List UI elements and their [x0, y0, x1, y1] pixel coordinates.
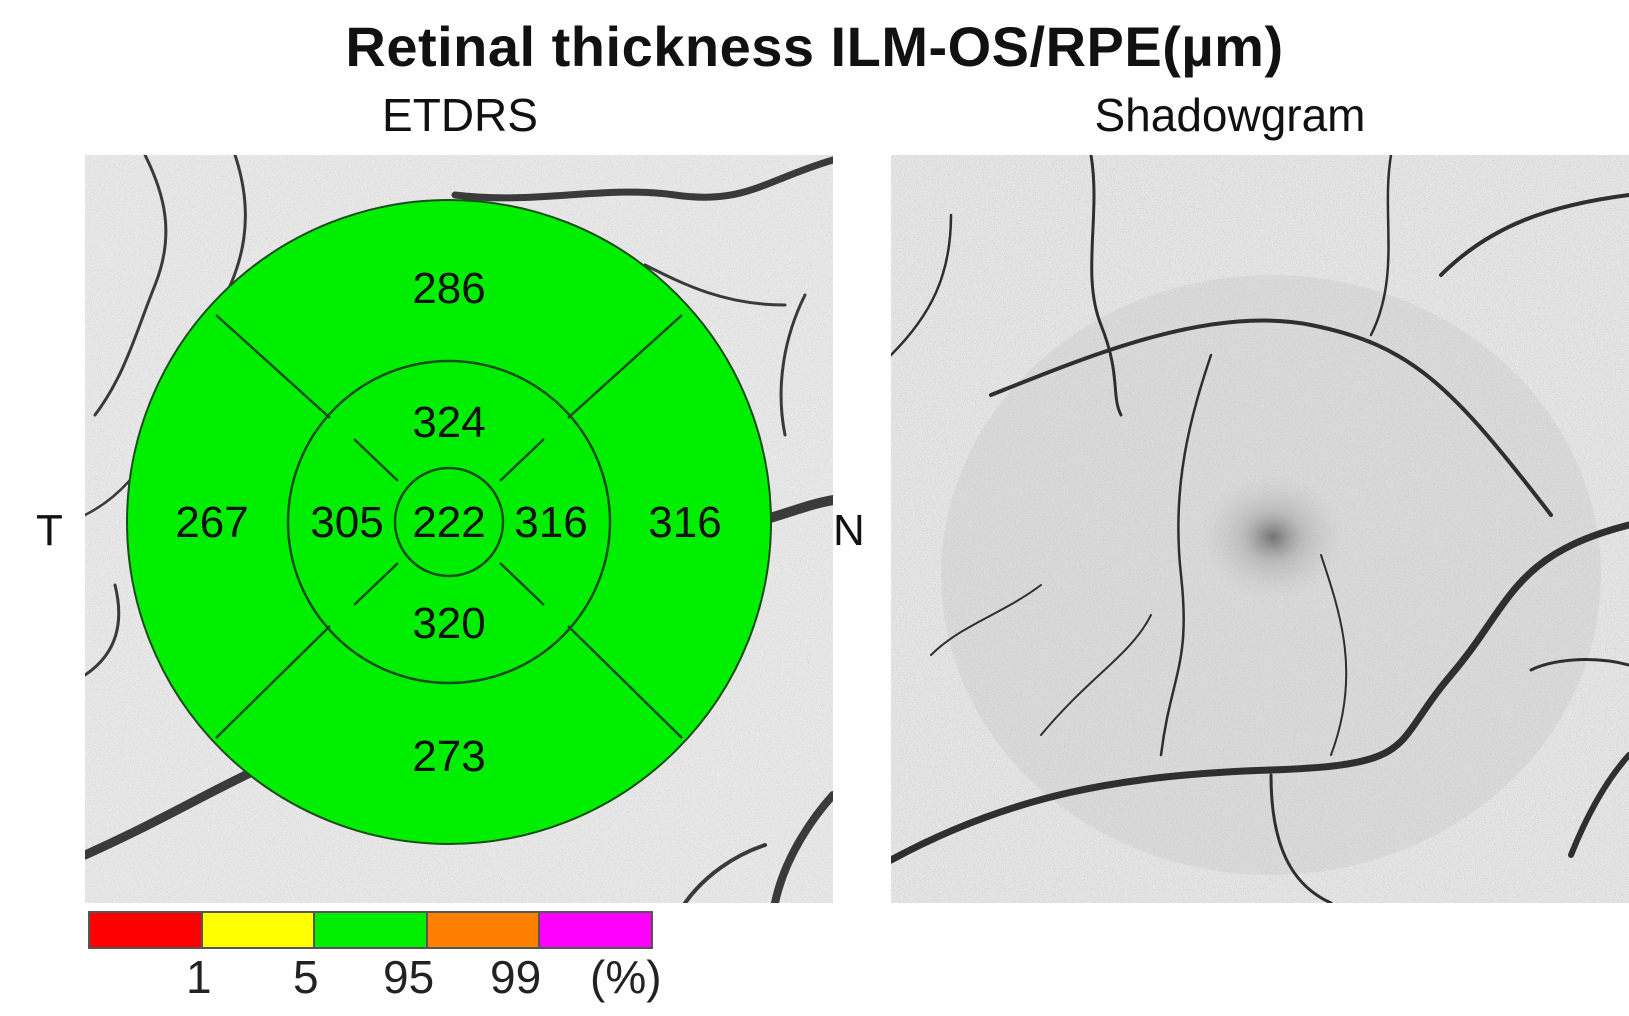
shadowgram-vessels	[891, 155, 1629, 903]
etdrs-divider-inner-se	[499, 562, 545, 606]
legend-swatch	[202, 913, 316, 947]
etdrs-outer-inferior-value: 273	[412, 732, 485, 781]
nasal-label: N	[833, 506, 865, 555]
etdrs-heading: ETDRS	[382, 89, 538, 141]
legend-tick: (%)	[590, 951, 662, 1003]
etdrs-inner-inferior-value: 320	[412, 599, 485, 648]
etdrs-outer-temporal-value: 267	[175, 498, 248, 547]
etdrs-center-value: 222	[412, 498, 485, 547]
etdrs-center-ring	[393, 466, 505, 578]
legend-swatch	[90, 913, 203, 947]
etdrs-divider-inner-nw	[353, 438, 399, 482]
etdrs-divider-inner-ne	[499, 438, 545, 482]
etdrs-grid: 286 324 267 305 222 316 316 320 273	[126, 199, 772, 845]
etdrs-inner-nasal-value: 316	[514, 498, 587, 547]
etdrs-inner-superior-value: 324	[412, 398, 485, 447]
etdrs-divider-ne	[567, 314, 683, 419]
etdrs-outer-nasal-value: 316	[648, 498, 721, 547]
shadowgram-image	[891, 155, 1629, 903]
etdrs-inner-temporal-value: 305	[310, 498, 383, 547]
etdrs-divider-sw	[215, 625, 331, 739]
shadowgram-heading: Shadowgram	[1094, 89, 1366, 141]
legend-tick: 1	[186, 951, 212, 1003]
report-title: Retinal thickness ILM-OS/RPE(µm)	[345, 15, 1284, 78]
legend-tick: 5	[293, 951, 319, 1003]
legend-tick: 99	[490, 951, 542, 1003]
etdrs-divider-nw	[215, 314, 331, 419]
legend-swatch	[540, 913, 651, 947]
etdrs-fundus-image: 286 324 267 305 222 316 316 320 273	[85, 155, 833, 903]
etdrs-divider-inner-sw	[353, 562, 399, 606]
etdrs-outer-ring	[126, 199, 772, 845]
temporal-label: T	[36, 506, 63, 555]
legend-tick: 95	[383, 951, 435, 1003]
percentile-legend	[88, 911, 653, 949]
fovea-spot	[1198, 472, 1348, 602]
etdrs-divider-se	[567, 625, 683, 739]
etdrs-outer-superior-value: 286	[412, 264, 485, 313]
legend-swatch	[427, 913, 541, 947]
legend-swatch	[315, 913, 428, 947]
etdrs-middle-ring	[286, 359, 612, 685]
